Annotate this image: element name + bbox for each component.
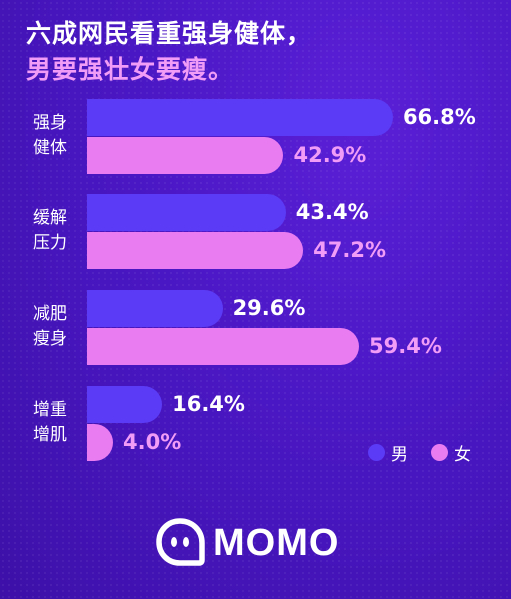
category-label: 减肥 瘦身 <box>33 304 67 349</box>
value-label-female: 47.2% <box>313 238 387 262</box>
headline-line-1: 六成网民看重强身健体， <box>26 19 313 48</box>
bar-female <box>87 424 113 461</box>
value-label-male: 16.4% <box>172 392 245 416</box>
momo-logo-icon <box>156 518 205 566</box>
legend-item-female: 女 <box>431 440 471 465</box>
category-label: 强身 健体 <box>33 113 67 158</box>
bar-female <box>87 328 360 365</box>
category-label: 缓解 压力 <box>33 208 67 253</box>
logo-wordmark: MOMO <box>213 521 340 564</box>
value-label-female: 42.9% <box>293 143 367 167</box>
value-label-female: 59.4% <box>369 334 442 358</box>
bar-male <box>87 194 286 231</box>
bar-male <box>87 290 223 327</box>
momo-logo: MOMO <box>155 518 339 568</box>
value-label-female: 4.0% <box>123 430 182 454</box>
value-label-male: 66.8% <box>402 105 476 129</box>
legend-label-male: 男 <box>391 445 408 465</box>
bar-male <box>87 99 393 136</box>
bar-female <box>87 137 284 174</box>
legend-label-female: 女 <box>454 445 471 465</box>
legend-dot-male <box>368 444 385 461</box>
legend-dot-female <box>431 444 448 461</box>
bar-male <box>87 386 163 423</box>
category-label: 增重 增肌 <box>33 400 67 445</box>
value-label-male: 43.4% <box>295 200 369 224</box>
legend-item-male: 男 <box>368 440 408 465</box>
value-label-male: 29.6% <box>232 296 306 320</box>
bar-female <box>87 232 304 269</box>
headline-line-2: 男要强壮女要瘦。 <box>26 55 235 84</box>
